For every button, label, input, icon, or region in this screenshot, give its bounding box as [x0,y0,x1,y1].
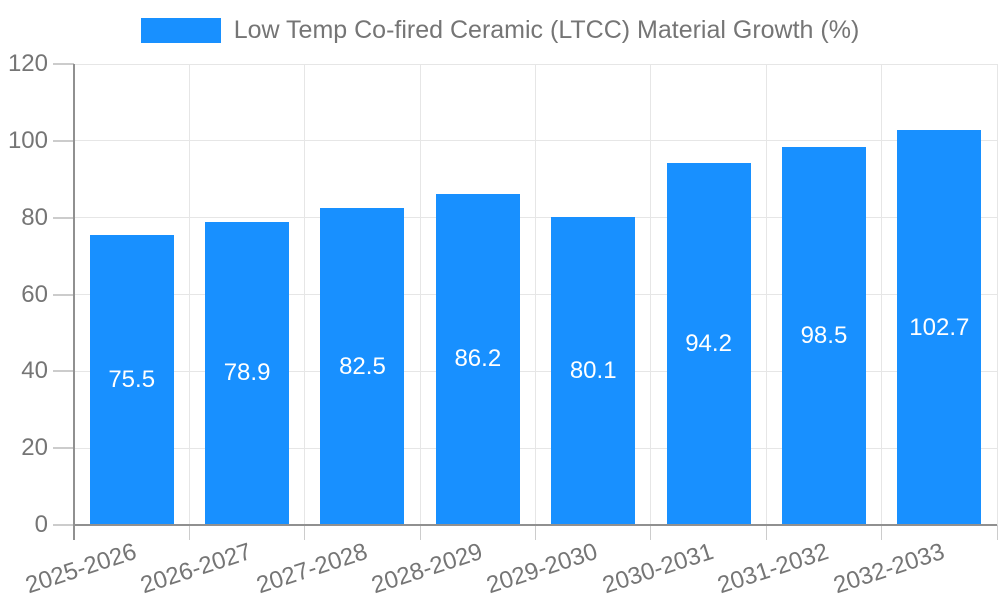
bar: 82.5 [320,208,405,525]
bar: 86.2 [435,193,520,525]
x-tick-mark [650,525,652,540]
y-tick-mark [53,63,74,65]
x-tick-mark [765,525,767,540]
bar-value-label: 98.5 [800,321,848,349]
v-gridline [996,64,998,525]
bar: 80.1 [551,217,636,525]
plot-area: 0 20 40 60 80 100 120 75.5 78.9 82.5 86.2 80.1 94.2 9… [8,52,998,599]
bar-value-label: 75.5 [108,365,156,393]
y-tick-mark [53,293,74,296]
y-axis-tick-label: 20 [21,434,48,462]
x-axis-category-label: 2026-2027 [137,538,256,600]
bar-value-label: 80.1 [569,357,617,385]
y-axis-line [73,64,75,540]
y-tick-mark [53,370,74,373]
legend-label: Low Temp Co-fired Ceramic (LTCC) Materia… [233,15,860,44]
y-axis-tick-label: 80 [21,203,48,231]
x-axis-category-label: 2029-2030 [483,538,602,600]
y-axis-tick-label: 0 [34,511,48,538]
chart-legend: Low Temp Co-fired Ceramic (LTCC) Materia… [0,15,1000,44]
bar-value-label: 82.5 [339,352,386,380]
bar: 78.9 [205,221,290,525]
y-axis-tick-label: 40 [21,357,48,385]
x-tick-mark [881,525,883,540]
y-tick-mark [53,524,74,526]
y-axis-tick-label: 60 [21,280,48,308]
x-axis-category-label: 2028-2029 [368,538,486,600]
y-tick-mark [53,447,74,450]
v-gridline [535,64,536,525]
x-tick-mark [304,525,306,540]
x-axis-line [74,524,997,526]
bar-value-label: 78.9 [223,359,271,387]
x-tick-mark [535,525,536,540]
v-gridline [650,64,652,525]
x-axis-category-label: 2025-2026 [22,538,140,600]
x-axis-category-label: 2031-2032 [714,538,832,600]
bar-value-label: 94.2 [685,330,732,358]
v-gridline [188,64,190,525]
x-axis-category-label: 2032-2033 [829,538,948,600]
x-tick-mark [419,525,421,540]
x-tick-mark [996,525,998,540]
x-axis-category-label: 2030-2031 [599,538,717,600]
bar-value-label: 86.2 [454,345,502,373]
bar: 102.7 [897,130,982,525]
legend-swatch [140,17,221,43]
y-axis-tick-label: 100 [7,126,48,154]
v-gridline [881,64,883,525]
bar: 98.5 [781,146,866,525]
y-tick-mark [53,139,74,142]
v-gridline [304,64,306,525]
bar: 75.5 [89,234,174,525]
bar-value-label: 102.7 [909,313,970,341]
bar: 94.2 [666,163,751,525]
y-axis-tick-label: 120 [7,50,48,77]
v-gridline [419,64,421,525]
x-axis-category-label: 2027-2028 [252,538,371,600]
v-gridline [765,64,767,525]
x-tick-mark [188,525,190,540]
y-tick-mark [53,216,74,219]
